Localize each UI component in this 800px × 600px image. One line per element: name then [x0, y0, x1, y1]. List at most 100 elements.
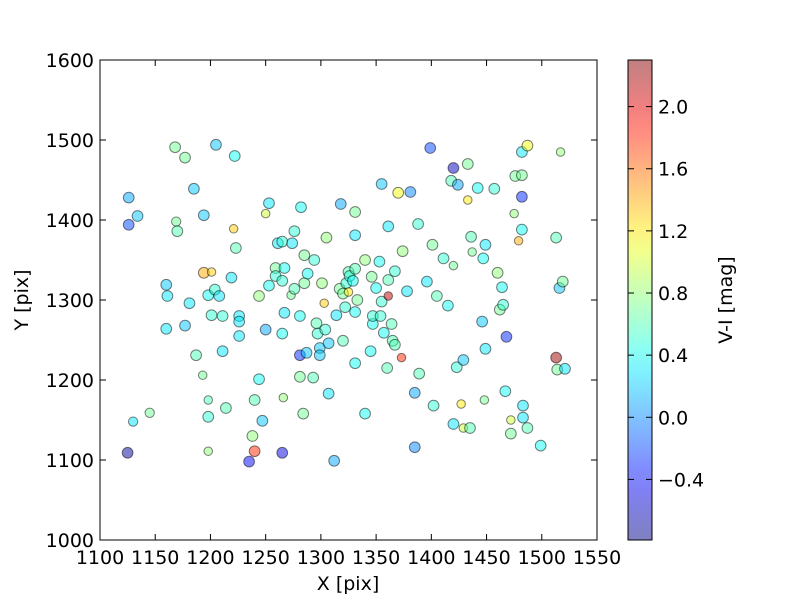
- point: [294, 310, 306, 322]
- point: [396, 245, 409, 258]
- point: [308, 254, 321, 266]
- colorbar-tick-label: 2.0: [658, 97, 688, 119]
- point: [389, 338, 401, 351]
- point: [319, 323, 332, 336]
- point: [377, 326, 390, 339]
- point: [322, 387, 335, 400]
- x-tick-label: 1100: [76, 547, 124, 569]
- point: [228, 224, 239, 234]
- point: [496, 281, 508, 294]
- point: [301, 267, 314, 280]
- point: [465, 230, 477, 243]
- point: [295, 201, 307, 214]
- point: [349, 206, 362, 218]
- point: [246, 430, 259, 442]
- point: [383, 291, 394, 301]
- point: [374, 310, 387, 322]
- point: [297, 407, 310, 420]
- x-tick-label: 1350: [352, 547, 400, 569]
- point: [550, 351, 563, 364]
- point: [479, 238, 492, 251]
- point: [161, 290, 174, 302]
- point: [144, 407, 155, 418]
- point: [479, 395, 490, 405]
- point: [396, 352, 407, 363]
- point: [253, 373, 265, 386]
- y-tick-label: 1300: [46, 290, 94, 312]
- point: [228, 150, 241, 162]
- point: [370, 282, 382, 294]
- point: [464, 422, 476, 434]
- plot-frame: [99, 59, 598, 541]
- point: [203, 446, 213, 456]
- colorbar: [627, 59, 653, 541]
- point: [427, 399, 440, 412]
- x-tick-label: 1500: [518, 547, 566, 569]
- point: [385, 318, 398, 330]
- point: [319, 298, 329, 308]
- point: [316, 277, 328, 290]
- point: [364, 345, 377, 358]
- point: [401, 285, 413, 298]
- point: [203, 395, 213, 405]
- point: [413, 367, 426, 380]
- point: [263, 279, 275, 292]
- point: [430, 290, 443, 302]
- point: [160, 278, 173, 291]
- point: [375, 295, 388, 308]
- point: [497, 298, 509, 311]
- point: [220, 402, 232, 414]
- point: [509, 208, 519, 219]
- point: [404, 186, 417, 198]
- point: [179, 151, 191, 164]
- point: [213, 290, 226, 302]
- point: [349, 306, 362, 318]
- point: [479, 342, 492, 355]
- point: [122, 218, 135, 231]
- point: [426, 238, 439, 251]
- point: [349, 229, 362, 242]
- point: [516, 190, 528, 203]
- point: [248, 445, 261, 458]
- x-tick-label: 1250: [241, 547, 289, 569]
- point: [256, 414, 269, 427]
- x-tick-label: 1400: [407, 547, 455, 569]
- point: [447, 418, 460, 430]
- point: [276, 274, 289, 287]
- point: [373, 255, 386, 268]
- point: [442, 299, 454, 312]
- point: [408, 386, 421, 399]
- point: [550, 231, 563, 244]
- colorbar-tick-label: 0.0: [658, 407, 688, 429]
- point: [471, 182, 484, 194]
- point: [286, 237, 299, 250]
- point: [559, 362, 571, 375]
- point: [359, 254, 371, 266]
- point: [288, 282, 301, 295]
- point: [216, 345, 229, 358]
- point: [477, 252, 490, 265]
- point: [392, 186, 405, 199]
- colorbar-tick-label: 0.4: [658, 345, 688, 367]
- point: [337, 334, 349, 347]
- point: [365, 270, 378, 283]
- point: [233, 315, 246, 328]
- y-axis-label: Y [pix]: [11, 269, 33, 331]
- x-tick-label: 1300: [297, 547, 345, 569]
- point: [216, 310, 229, 322]
- point: [276, 235, 289, 248]
- point: [499, 385, 512, 398]
- point: [447, 162, 460, 174]
- point: [206, 267, 217, 277]
- point: [457, 354, 470, 366]
- point: [260, 208, 271, 219]
- point: [197, 370, 208, 380]
- point: [421, 275, 433, 288]
- point: [450, 361, 463, 374]
- point: [276, 446, 289, 459]
- point: [467, 247, 477, 257]
- point: [278, 306, 291, 319]
- point: [491, 266, 504, 279]
- point: [448, 260, 459, 271]
